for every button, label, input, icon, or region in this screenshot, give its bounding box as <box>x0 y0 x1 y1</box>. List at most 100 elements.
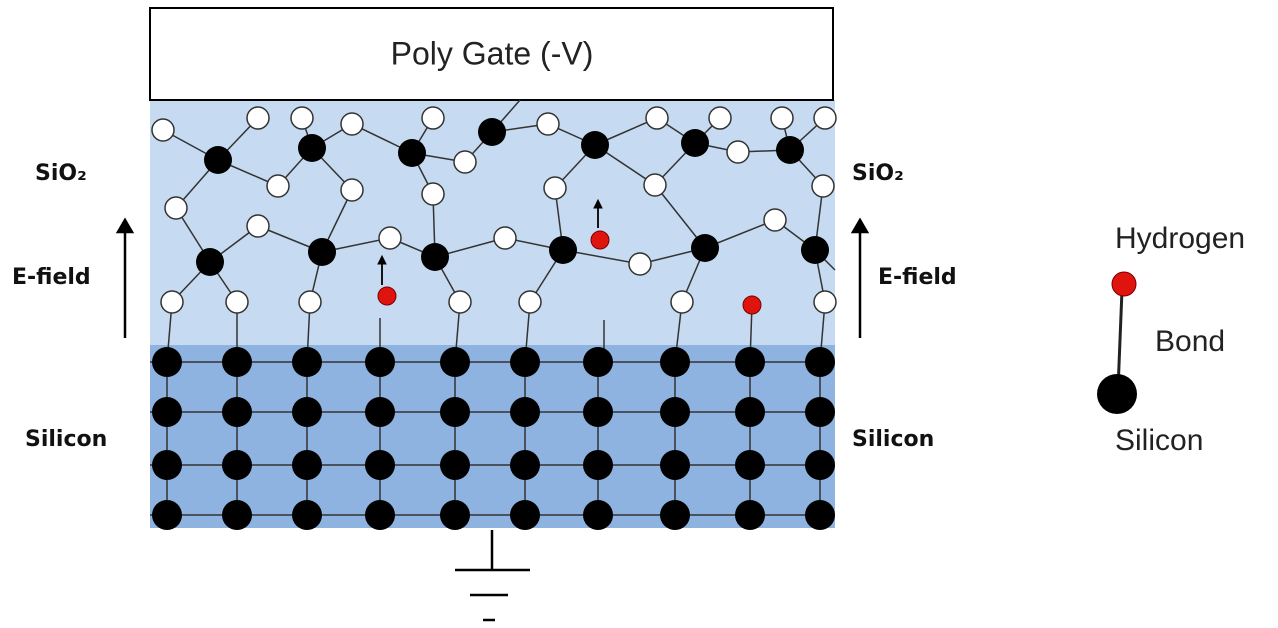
substrate-silicon-atom <box>292 500 322 530</box>
substrate-silicon-atom <box>152 450 182 480</box>
substrate-silicon-atom <box>805 450 835 480</box>
substrate-silicon-atom <box>222 500 252 530</box>
substrate-silicon-atom <box>152 347 182 377</box>
oxygen-atom <box>165 197 187 219</box>
left-field-label: E-field <box>12 265 91 290</box>
oxygen-atom <box>671 291 693 313</box>
substrate-silicon-atom <box>365 450 395 480</box>
left-oxide-label: SiO₂ <box>35 161 87 186</box>
substrate-silicon-atom <box>583 347 613 377</box>
oxide-silicon-atom <box>801 236 829 264</box>
substrate-silicon-atom <box>292 397 322 427</box>
oxide-silicon-atom <box>204 146 232 174</box>
substrate-silicon-atom <box>440 450 470 480</box>
oxygen-atom <box>341 179 363 201</box>
oxygen-atom <box>494 227 516 249</box>
oxygen-atom <box>771 107 793 129</box>
oxide-silicon-atom <box>398 139 426 167</box>
substrate-silicon-atom <box>365 397 395 427</box>
substrate-silicon-atom <box>583 500 613 530</box>
left-substrate-label: Silicon <box>25 427 107 452</box>
substrate-silicon-atom <box>440 500 470 530</box>
oxygen-atom <box>422 107 444 129</box>
substrate-silicon-atom <box>660 450 690 480</box>
legend-bond-label: Bond <box>1155 325 1225 358</box>
oxygen-atom <box>226 291 248 313</box>
oxide-silicon-atom <box>681 129 709 157</box>
oxygen-atom <box>814 291 836 313</box>
substrate-silicon-atom <box>660 500 690 530</box>
right-field-label: E-field <box>878 265 957 290</box>
oxide-silicon-atom <box>298 134 326 162</box>
legend-hydrogen <box>1112 272 1136 296</box>
oxygen-atom <box>161 291 183 313</box>
substrate-silicon-atom <box>222 450 252 480</box>
oxygen-atom <box>812 175 834 197</box>
oxygen-atom <box>454 151 476 173</box>
substrate-silicon-atom <box>292 347 322 377</box>
oxygen-atom <box>709 107 731 129</box>
substrate-silicon-atom <box>510 347 540 377</box>
substrate-silicon-atom <box>292 450 322 480</box>
substrate-silicon-atom <box>222 347 252 377</box>
substrate-silicon-atom <box>440 397 470 427</box>
right-substrate-label: Silicon <box>852 427 934 452</box>
substrate-silicon-atom <box>735 500 765 530</box>
oxide-silicon-atom <box>549 236 577 264</box>
substrate-silicon-atom <box>735 397 765 427</box>
oxygen-atom <box>646 107 668 129</box>
oxygen-atom <box>152 119 174 141</box>
oxygen-atom <box>537 113 559 135</box>
oxygen-atom <box>422 183 444 205</box>
oxygen-atom <box>814 107 836 129</box>
substrate-silicon-atom <box>583 397 613 427</box>
oxygen-atom <box>299 291 321 313</box>
oxygen-atom <box>267 175 289 197</box>
substrate-silicon-atom <box>510 500 540 530</box>
ground-symbol <box>455 530 530 620</box>
legend-silicon <box>1097 374 1137 414</box>
oxygen-atom <box>247 107 269 129</box>
oxide-silicon-atom <box>691 234 719 262</box>
oxygen-atom <box>449 291 471 313</box>
oxygen-atom <box>764 209 786 231</box>
oxygen-atom <box>341 113 363 135</box>
oxide-silicon-atom <box>478 118 506 146</box>
oxygen-atom <box>379 227 401 249</box>
oxide-silicon-atom <box>776 136 804 164</box>
oxide-silicon-atom <box>196 248 224 276</box>
oxygen-atom <box>519 291 541 313</box>
oxygen-atom <box>544 177 566 199</box>
substrate-silicon-atom <box>735 347 765 377</box>
substrate-silicon-atom <box>805 397 835 427</box>
substrate-silicon-atom <box>152 500 182 530</box>
oxygen-atom <box>727 141 749 163</box>
hydrogen-atom <box>378 287 396 305</box>
substrate-silicon-atom <box>660 347 690 377</box>
substrate-silicon-atom <box>735 450 765 480</box>
diagram: Poly Gate (-V) <box>0 0 1278 628</box>
substrate-silicon-atom <box>805 500 835 530</box>
substrate-silicon-atom <box>805 347 835 377</box>
substrate-silicon-atom <box>365 347 395 377</box>
gate-label: Poly Gate (-V) <box>391 35 594 71</box>
silicon-layer <box>150 345 835 528</box>
oxide-silicon-atom <box>581 131 609 159</box>
oxygen-atom <box>291 107 313 129</box>
substrate-silicon-atom <box>510 397 540 427</box>
substrate-silicon-atom <box>583 450 613 480</box>
oxygen-atom <box>644 174 666 196</box>
substrate-silicon-atom <box>222 397 252 427</box>
oxide-silicon-atom <box>308 238 336 266</box>
legend-hydrogen-label: Hydrogen <box>1115 222 1245 255</box>
substrate-silicon-atom <box>660 397 690 427</box>
right-oxide-label: SiO₂ <box>852 161 904 186</box>
legend-silicon-label: Silicon <box>1115 424 1203 457</box>
oxide-silicon-atom <box>421 243 449 271</box>
substrate-silicon-atom <box>440 347 470 377</box>
hydrogen-atom <box>743 296 761 314</box>
substrate-silicon-atom <box>152 397 182 427</box>
substrate-silicon-atom <box>365 500 395 530</box>
hydrogen-atom <box>591 231 609 249</box>
substrate-silicon-atom <box>510 450 540 480</box>
